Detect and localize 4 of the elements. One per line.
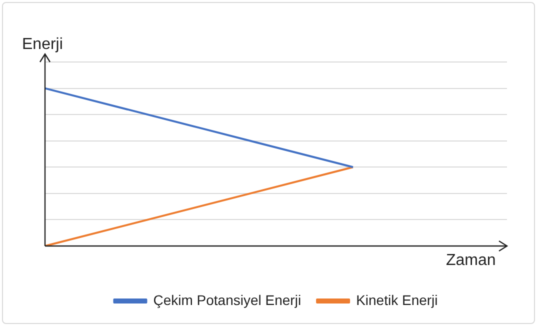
x-axis-title: Zaman <box>446 252 496 270</box>
legend-label: Çekim Potansiyel Enerji <box>153 292 302 308</box>
y-axis-title: Enerji <box>22 36 63 54</box>
legend-label: Kinetik Enerji <box>356 292 438 308</box>
